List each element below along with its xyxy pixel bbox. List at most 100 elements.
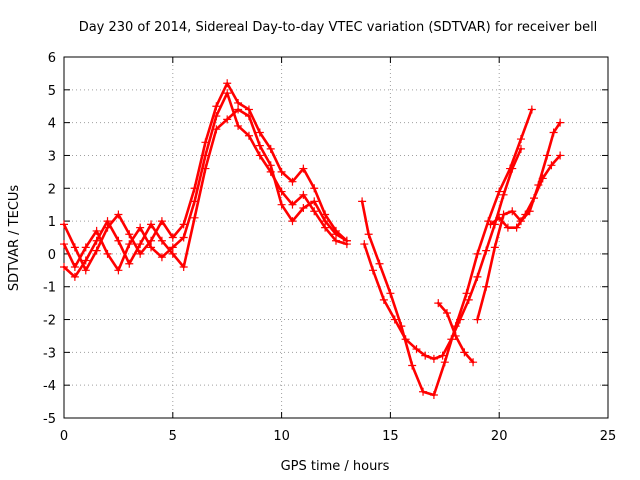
data-point: [456, 315, 465, 324]
data-point: [460, 348, 469, 357]
data-point: [442, 308, 451, 317]
data-point: [332, 230, 340, 239]
data-point: [223, 79, 232, 88]
y-tick-label: 4: [48, 117, 56, 132]
data-point: [549, 128, 558, 137]
data-point: [512, 223, 521, 232]
data-point: [556, 118, 565, 127]
data-point: [462, 289, 471, 298]
data-point: [266, 144, 275, 153]
data-point: [401, 335, 410, 344]
data-point: [299, 164, 308, 173]
data-point: [266, 161, 275, 170]
data-point: [288, 177, 297, 186]
data-point: [543, 151, 552, 160]
data-point: [277, 200, 286, 209]
series-sat-d: [358, 105, 536, 400]
data-point: [499, 210, 508, 219]
data-point: [212, 112, 221, 121]
data-point: [386, 289, 395, 298]
data-point: [179, 263, 188, 272]
series-group: [60, 79, 565, 400]
data-point: [508, 207, 517, 216]
series-sat-g: [486, 151, 565, 232]
x-axis: 0 5 10 15 20 25: [60, 57, 616, 444]
data-point: [495, 213, 504, 222]
y-tick-label: -2: [43, 314, 56, 329]
data-point: [114, 236, 123, 245]
data-point: [201, 164, 210, 173]
data-point: [508, 164, 517, 173]
data-point: [60, 263, 68, 272]
data-point: [473, 315, 482, 324]
data-point: [114, 210, 123, 219]
data-point: [299, 190, 308, 199]
data-point: [288, 217, 297, 226]
data-point: [482, 282, 491, 291]
data-point: [168, 249, 177, 258]
data-point: [147, 220, 156, 229]
chart-title: Day 230 of 2014, Sidereal Day-to-day VTE…: [79, 20, 598, 35]
data-point: [277, 167, 286, 176]
x-tick-label: 15: [382, 429, 399, 444]
data-point: [103, 249, 112, 258]
data-point: [255, 128, 264, 137]
data-point: [499, 190, 508, 199]
data-point: [92, 236, 101, 245]
x-tick-label: 10: [273, 429, 290, 444]
data-point: [299, 203, 308, 212]
data-point: [464, 295, 473, 304]
data-point: [482, 246, 491, 255]
data-point: [473, 272, 482, 281]
data-point: [527, 105, 536, 114]
data-point: [310, 184, 319, 193]
x-tick-label: 0: [60, 429, 68, 444]
data-point: [81, 266, 90, 275]
y-axis-label: SDTVAR / TECUs: [7, 185, 22, 292]
data-point: [212, 102, 221, 111]
grid: [64, 57, 608, 418]
data-point: [92, 226, 101, 235]
x-axis-label: GPS time / hours: [281, 459, 390, 474]
x-tick-label: 25: [600, 429, 617, 444]
data-point: [419, 387, 428, 396]
data-point: [364, 230, 373, 239]
data-point: [81, 256, 90, 265]
data-point: [255, 151, 264, 160]
x-tick-label: 5: [169, 429, 177, 444]
data-point: [451, 331, 460, 340]
data-point: [136, 249, 145, 258]
x-tick-label: 20: [491, 429, 508, 444]
data-point: [60, 220, 68, 229]
data-point: [421, 351, 430, 360]
data-point: [125, 259, 134, 268]
data-point: [255, 141, 264, 150]
data-point: [157, 217, 166, 226]
data-point: [469, 358, 478, 367]
series-sat-h: [434, 299, 478, 367]
y-axis: -5 -4 -3 -2 -1 0 1 2 3 4 5 6: [43, 51, 608, 427]
data-point: [321, 217, 330, 226]
data-point: [234, 121, 243, 130]
series-sat-b: [60, 89, 351, 275]
data-point: [70, 243, 79, 252]
data-point: [157, 253, 166, 262]
data-point: [136, 223, 145, 232]
data-point: [547, 161, 556, 170]
data-point: [368, 266, 377, 275]
data-point: [556, 151, 565, 160]
y-tick-label: 2: [48, 182, 56, 197]
y-tick-label: -3: [43, 346, 56, 361]
series-line: [360, 108, 534, 397]
data-point: [310, 197, 319, 206]
plot-frame: [63, 56, 609, 419]
data-point: [530, 194, 539, 203]
data-point: [103, 217, 112, 226]
data-point: [244, 112, 253, 121]
y-tick-label: 3: [48, 149, 56, 164]
data-point: [157, 236, 166, 245]
data-point: [538, 174, 547, 183]
data-point: [360, 240, 369, 249]
data-point: [516, 135, 525, 144]
data-point: [486, 220, 495, 229]
